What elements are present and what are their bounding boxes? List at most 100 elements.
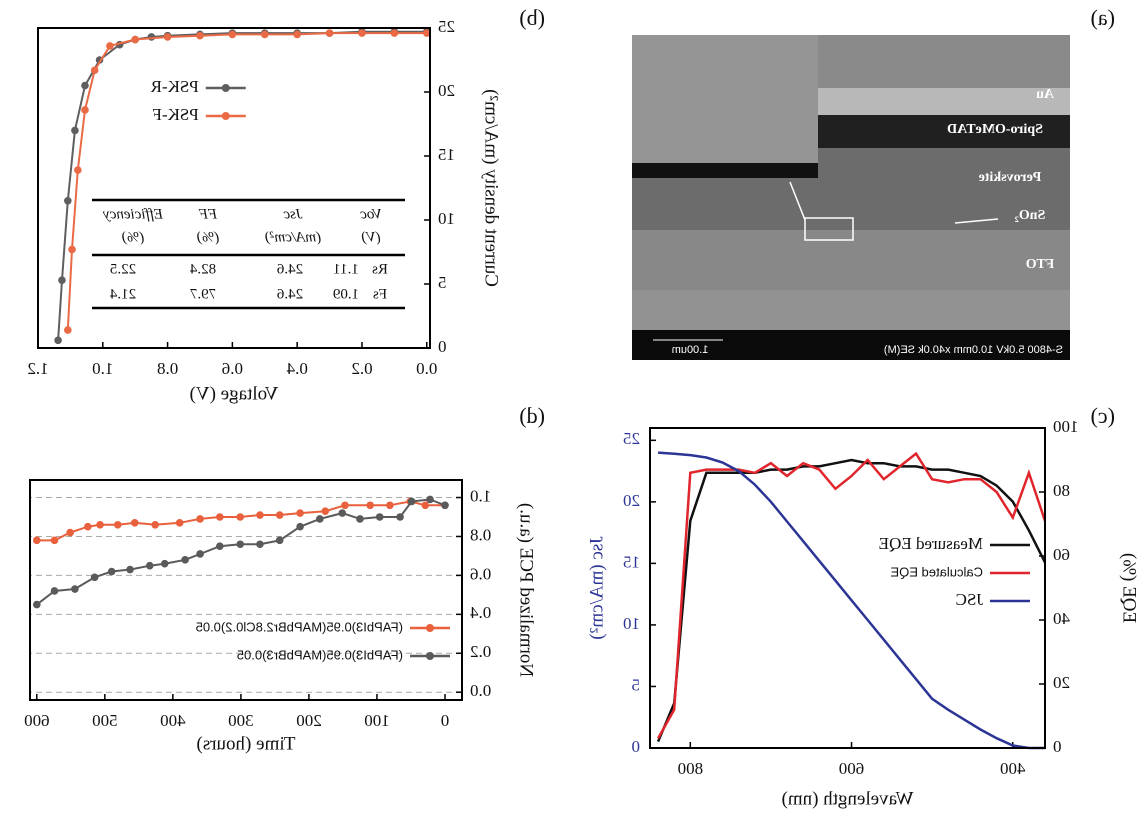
y2-axis-title: Jsc (mA/cm²) xyxy=(586,536,607,639)
plot-frame xyxy=(649,427,1046,749)
series-line xyxy=(657,451,1047,740)
x-tick-label: 100 xyxy=(364,711,390,730)
data-point xyxy=(441,501,449,510)
plot-frame xyxy=(37,27,431,349)
legend-label: Measured EQE xyxy=(879,534,983,553)
data-point xyxy=(126,565,134,574)
y-tick-label: 5 xyxy=(438,273,447,292)
y2-tick-label: 25 xyxy=(623,429,640,448)
panel-label: (b) xyxy=(519,5,545,30)
x-tick-label: 600 xyxy=(839,759,865,778)
data-point xyxy=(106,42,114,50)
data-point xyxy=(316,515,324,523)
x-tick-label: 0.2 xyxy=(351,359,372,378)
y-tick-label: 0.4 xyxy=(470,603,492,622)
x-axis-title: Time (hours) xyxy=(196,733,295,754)
data-point xyxy=(64,326,72,334)
legend-marker xyxy=(426,624,434,632)
data-point xyxy=(113,520,122,529)
data-point xyxy=(325,29,334,37)
legend-label: JSC xyxy=(956,590,983,609)
x-tick-label: 1.2 xyxy=(27,359,48,378)
data-point xyxy=(160,559,169,568)
data-point xyxy=(33,536,41,545)
x-tick-label: 0.8 xyxy=(157,359,178,378)
data-point xyxy=(90,573,99,582)
sem-scale: 1.00um xyxy=(672,344,709,356)
y-tick-label: 40 xyxy=(1053,609,1070,628)
data-point xyxy=(386,501,394,510)
data-point xyxy=(196,515,204,523)
y-axis-title: Normalized PCE (a.u.) xyxy=(516,503,537,677)
data-point xyxy=(58,276,66,284)
y-tick-label: 100 xyxy=(1053,417,1079,436)
data-point xyxy=(256,540,264,549)
y-axis-title: EQE (%) xyxy=(1119,553,1140,623)
data-point xyxy=(54,336,62,345)
y-tick-label: 15 xyxy=(438,145,455,164)
data-point xyxy=(407,497,416,506)
y2-tick-label: 5 xyxy=(632,675,641,694)
y-axis-title: Current density (mA/cm²) xyxy=(481,89,502,287)
data-point xyxy=(260,30,269,39)
y2-tick-label: 15 xyxy=(623,552,640,571)
zoom-arrow xyxy=(789,181,806,221)
data-point xyxy=(338,509,347,517)
y-tick-label: 0.2 xyxy=(470,642,491,661)
x-tick-label: 0.4 xyxy=(286,359,308,378)
data-point xyxy=(68,245,76,254)
legend-label: (FAPbI3)0.95(MAPbBr3)0.05 xyxy=(237,647,403,662)
data-point xyxy=(71,126,79,135)
x-axis-title: Wavelength (nm) xyxy=(782,788,914,809)
data-point xyxy=(50,587,59,595)
data-point xyxy=(275,536,284,545)
legend-marker xyxy=(221,84,230,92)
y-tick-label: 20 xyxy=(438,81,455,100)
y-tick-label: 0.6 xyxy=(470,564,491,583)
data-point xyxy=(426,495,434,504)
y2-tick-label: 20 xyxy=(623,491,640,510)
table-cell: 24.6 xyxy=(276,261,303,277)
x-tick-label: 0.0 xyxy=(416,359,437,378)
x-tick-label: 500 xyxy=(92,711,118,730)
table-header: Efficiency xyxy=(103,206,164,222)
table-cell: 1.11 xyxy=(333,261,359,277)
data-point xyxy=(275,511,284,519)
data-point xyxy=(90,66,99,75)
data-point xyxy=(96,520,104,529)
layer-label: SnO₂ xyxy=(1015,208,1046,223)
table-header: (%) xyxy=(197,229,220,245)
table-cell: 1.09 xyxy=(333,286,359,302)
au-layer xyxy=(818,88,1070,115)
series-line xyxy=(656,458,1047,743)
data-point xyxy=(74,166,82,174)
y-tick-label: 1.0 xyxy=(470,486,491,505)
series-line xyxy=(36,500,445,542)
panel-label: (d) xyxy=(519,403,545,428)
sem-footer xyxy=(632,330,1070,360)
sem-background xyxy=(818,35,1070,88)
data-point xyxy=(366,501,374,510)
data-point xyxy=(356,515,364,523)
layer-label: FTO xyxy=(1026,257,1055,272)
panel-label: (c) xyxy=(1091,403,1115,428)
table-header: (%) xyxy=(122,229,145,245)
x-tick-label: 800 xyxy=(678,759,704,778)
data-point xyxy=(145,561,154,570)
y-tick-label: 20 xyxy=(1053,673,1070,692)
table-cell: Rs xyxy=(372,261,388,277)
table-header: (V) xyxy=(361,229,380,245)
data-point xyxy=(216,542,224,550)
data-point xyxy=(341,501,349,510)
x-tick-label: 300 xyxy=(228,711,254,730)
x-axis-title: Voltage (V) xyxy=(190,383,279,404)
data-point xyxy=(175,519,184,527)
layer-label: Perovskite xyxy=(979,170,1042,185)
y2-tick-label: 0 xyxy=(632,737,641,756)
sem-panel: Au Spiro-OMeTAD Perovskite SnO₂ FTO S-48… xyxy=(632,35,1070,360)
legend-label: (FAPbI3)0.95(MAPbBr2.8Cl0.2)0.05 xyxy=(196,619,403,634)
layer-label: Au xyxy=(1036,87,1054,102)
spiro-layer xyxy=(818,115,1070,148)
data-point xyxy=(196,550,204,558)
